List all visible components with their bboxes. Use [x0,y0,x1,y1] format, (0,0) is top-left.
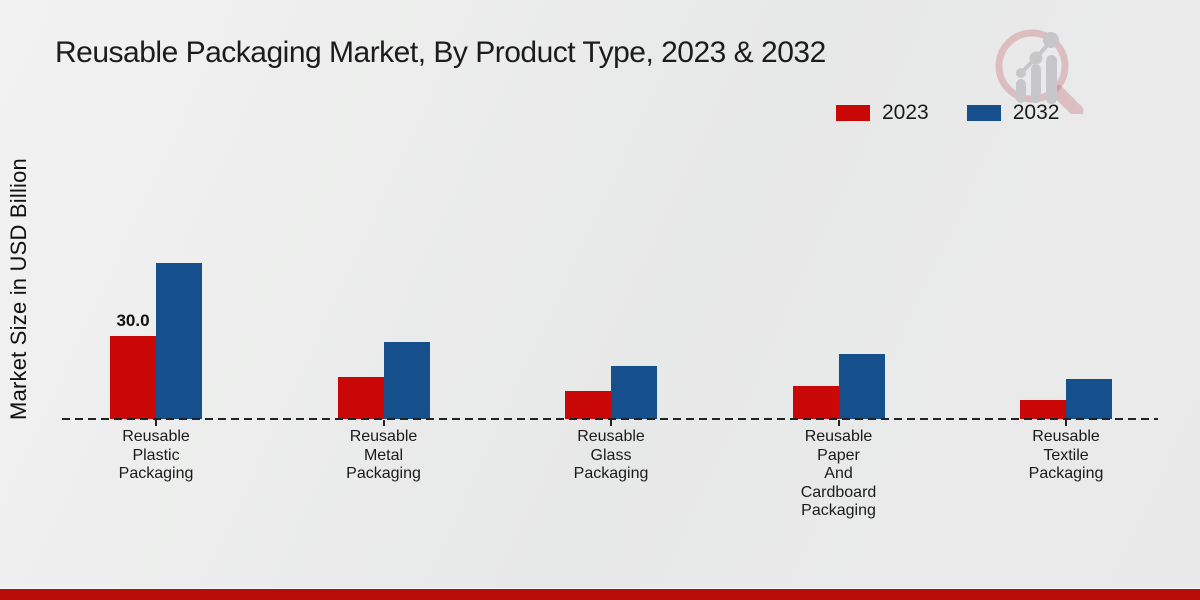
bar-2032-reusable-paper-and-cardboard-packaging [838,354,885,419]
x-axis-tick-1 [382,420,385,426]
x-axis-tick-0 [155,420,157,426]
legend-label-2032: 2032 [1012,101,1060,124]
footer-accent-bar [0,588,1200,600]
category-label-3: Reusable Paper And Cardboard Packaging [800,428,877,519]
bar-2023-reusable-glass-packaging [565,391,611,419]
bar-2023-reusable-textile-packaging [1020,400,1066,419]
chart-title: Reusable Packaging Market, By Product Ty… [55,36,826,69]
bar-2023-reusable-paper-and-cardboard-packaging [792,386,839,419]
category-label-4: Reusable Textile Packaging [1028,428,1104,482]
legend: 2023 2032 [836,101,1059,125]
category-label-2: Reusable Glass Packaging [573,428,649,482]
category-label-0: Reusable Plastic Packaging [118,428,194,482]
value-label-2023-0: 30.0 [116,311,150,330]
x-axis-tick-4 [1065,420,1067,426]
legend-swatch-2023 [836,105,870,121]
x-axis-tick-3 [837,420,840,426]
legend-swatch-2032 [966,105,1001,121]
bar-2032-reusable-textile-packaging [1066,379,1112,419]
magnifier-bar-chart-logo-icon [995,29,1084,114]
bar-2032-reusable-glass-packaging [611,366,657,419]
bar-2032-reusable-plastic-packaging [156,263,202,419]
category-label-1: Reusable Metal Packaging [346,428,421,482]
legend-label-2023: 2023 [882,101,929,124]
bar-2032-reusable-metal-packaging [383,342,430,419]
bar-2023-reusable-plastic-packaging [110,336,156,419]
legend-item-2032: 2032 [966,101,1060,125]
x-axis-baseline [62,418,1158,420]
bar-2023-reusable-metal-packaging [337,377,384,419]
x-axis-tick-2 [610,420,612,426]
legend-item-2023: 2023 [836,101,929,125]
